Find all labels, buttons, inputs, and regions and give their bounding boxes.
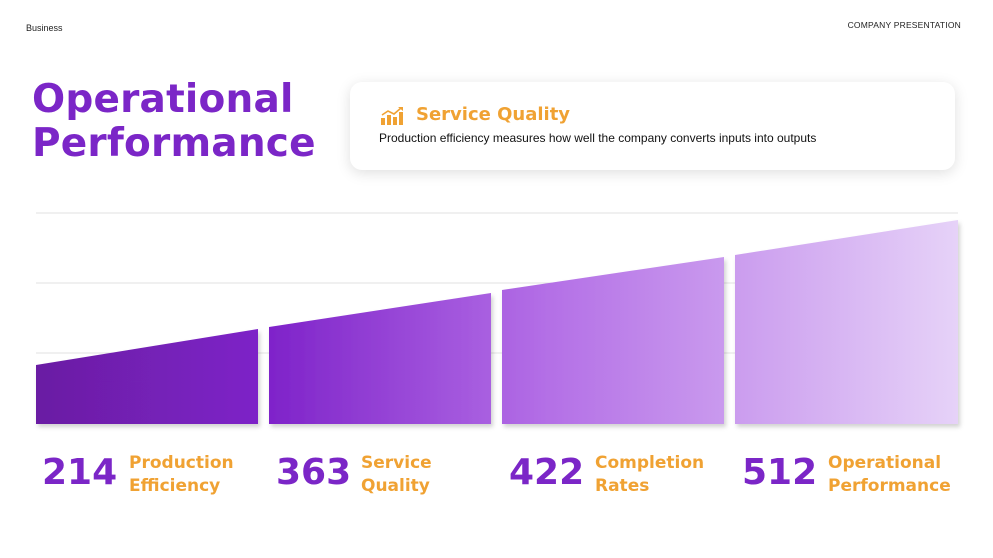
stat-label-line: Completion [595,453,705,473]
stat-label-line: Rates [595,476,650,496]
chart-bar-completion-rates [502,257,724,424]
card-heading: Service Quality [416,104,571,125]
growth-chart-icon [381,107,403,125]
chart-bar-operational-performance [735,220,958,424]
stat-label-line: Quality [361,476,430,496]
stat-label-line: Production [129,453,234,473]
chart-bar-production-efficiency [36,329,258,424]
header-left-label: Business [26,23,63,33]
stat-value-operational-performance: 512 [742,452,818,493]
stat-label-line: Service [361,453,432,473]
page-title-line2: Performance [32,121,316,166]
stat-value-service-quality: 363 [276,452,352,493]
stat-value-completion-rates: 422 [509,452,585,493]
page-title: Operational Performance [32,78,316,166]
info-card: Service Quality Production efficiency me… [350,82,955,170]
card-text: Production efficiency measures how well … [379,131,817,145]
stat-label-completion-rates: Completion Rates [595,452,735,498]
chart-bar-service-quality [269,293,491,424]
stat-label-service-quality: Service Quality [361,452,501,498]
stat-label-line: Efficiency [129,476,221,496]
stat-label-line: Operational [828,453,942,473]
stat-label-operational-performance: Operational Performance [828,452,968,498]
page-title-line1: Operational [32,77,294,122]
stat-label-production-efficiency: Production Efficiency [129,452,269,498]
stat-label-line: Performance [828,476,951,496]
stat-value-production-efficiency: 214 [42,452,118,493]
header-right-label: COMPANY PRESENTATION [847,20,961,30]
